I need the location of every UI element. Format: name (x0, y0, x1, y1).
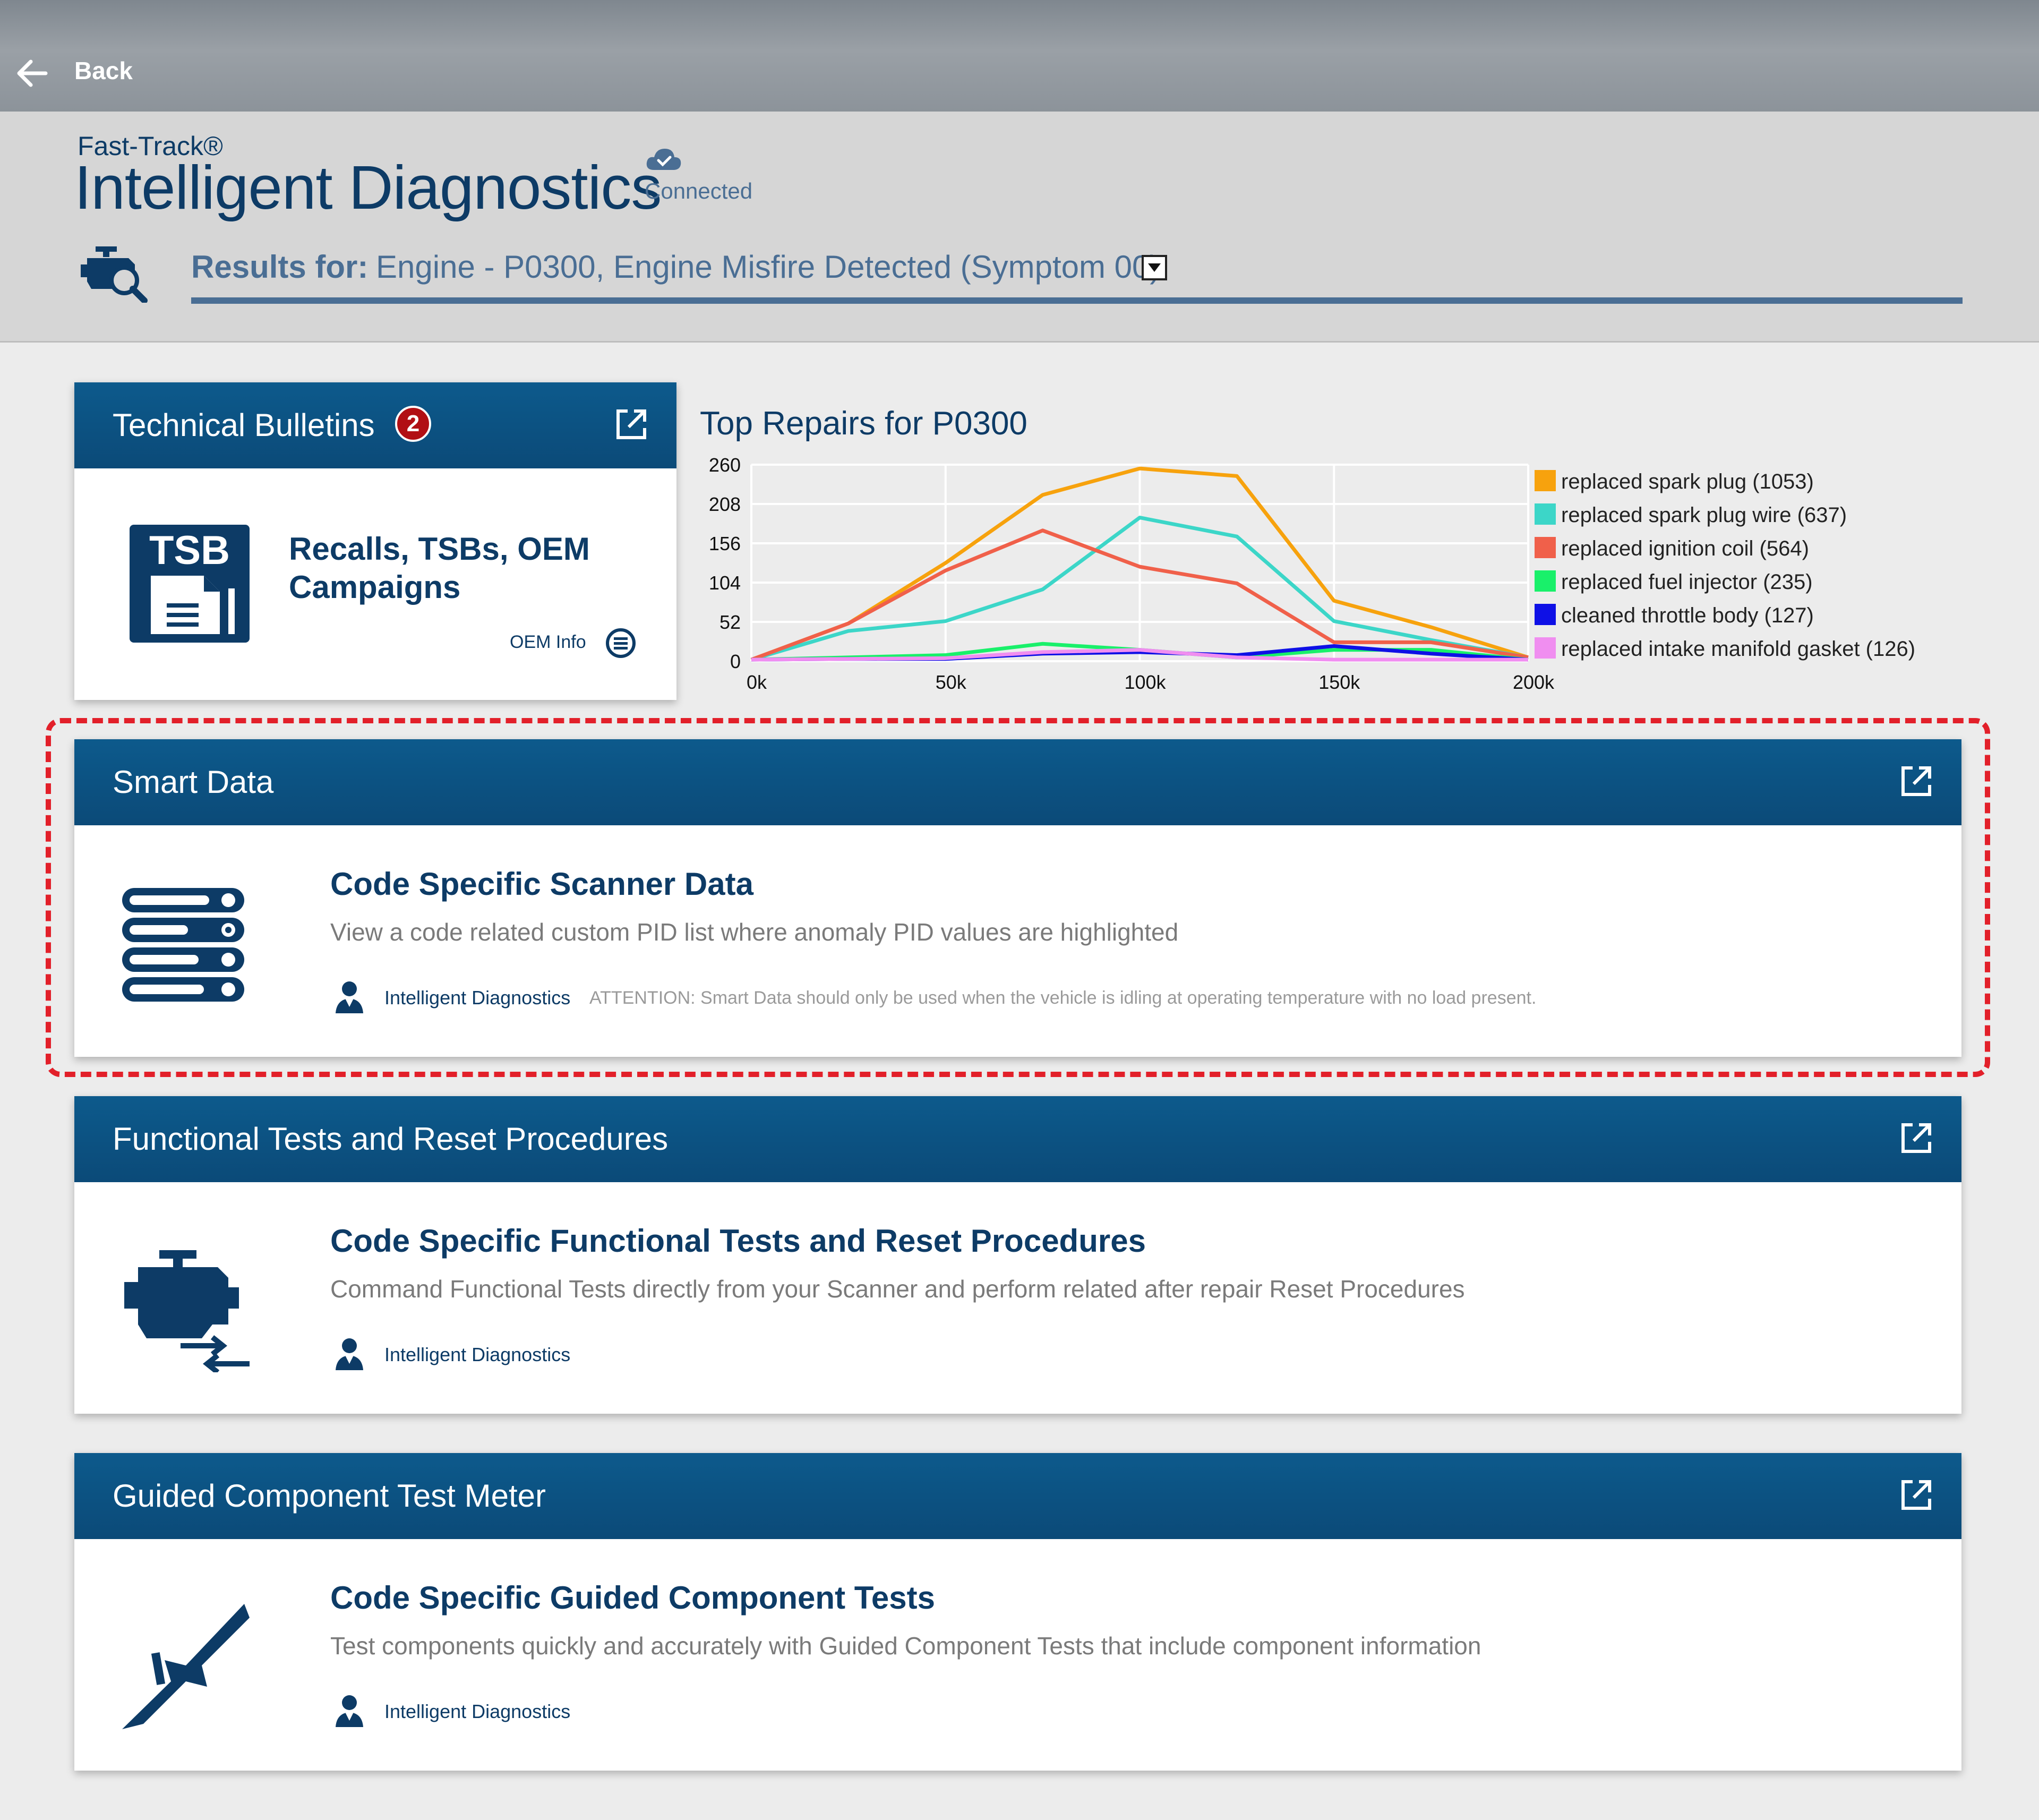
legend-label: replaced spark plug (1053) (1561, 470, 1814, 493)
expand-icon[interactable] (1901, 1480, 1932, 1510)
technical-bulletins-title: Technical Bulletins (113, 407, 375, 443)
x-tick-label: 0k (747, 671, 767, 693)
smart-data-title: Smart Data (113, 764, 274, 800)
legend-swatch (1535, 604, 1556, 625)
smart-data-highlight (46, 718, 1990, 1077)
guided-tests-description: Test components quickly and accurately w… (330, 1632, 1481, 1660)
scanner-data-description: View a code related custom PID list wher… (330, 918, 1179, 946)
back-arrow-icon[interactable] (16, 59, 48, 87)
scanner-data-heading[interactable]: Code Specific Scanner Data (330, 866, 753, 902)
series-line (751, 516, 1529, 662)
chevron-down-icon[interactable] (1142, 255, 1167, 280)
brand-title: Intelligent Diagnostics (74, 153, 662, 222)
legend-swatch (1535, 570, 1556, 592)
oem-info-link[interactable]: OEM Info (510, 632, 586, 652)
series-line (750, 466, 1529, 662)
legend-swatch (1535, 637, 1556, 659)
y-tick-label: 104 (709, 572, 741, 594)
brand-subtitle: Fast-Track® (78, 131, 223, 161)
header: Fast-Track® Intelligent Diagnostics Conn… (0, 112, 2039, 343)
results-label: Results for: (191, 249, 369, 285)
expand-icon[interactable] (1901, 1123, 1932, 1153)
y-tick-label: 260 (709, 454, 741, 476)
tsb-icon-label: TSB (149, 528, 230, 573)
legend-label: replaced fuel injector (235) (1561, 570, 1813, 594)
list-menu-icon[interactable] (605, 628, 636, 659)
functional-tests-heading[interactable]: Code Specific Functional Tests and Reset… (330, 1223, 1146, 1259)
test-probe-icon (122, 1604, 250, 1729)
attention-note: ATTENTION: Smart Data should only be use… (589, 988, 1537, 1008)
technician-icon (336, 981, 363, 1013)
legend-swatch (1535, 503, 1556, 525)
technician-icon (336, 1695, 363, 1727)
smart-data-card[interactable]: Smart Data Code Specific Scanner Data Vi… (74, 739, 1961, 1057)
technical-bulletins-header: Technical Bulletins 2 (74, 382, 676, 468)
bulletin-count-badge: 2 (395, 406, 431, 442)
connection-status: Connected (645, 178, 753, 203)
legend-label: replaced intake manifold gasket (126) (1561, 637, 1915, 661)
engine-arrows-icon (124, 1250, 250, 1372)
functional-tests-card[interactable]: Functional Tests and Reset Procedures Co… (74, 1096, 1961, 1414)
top-bar: Back (0, 0, 2039, 112)
legend-label: cleaned throttle body (127) (1561, 604, 1814, 627)
back-button[interactable]: Back (74, 57, 133, 84)
functional-tests-title: Functional Tests and Reset Procedures (113, 1121, 669, 1157)
results-underline (191, 297, 1963, 304)
series-line (751, 648, 1528, 662)
guided-component-title: Guided Component Test Meter (113, 1478, 546, 1514)
intelligent-diagnostics-label: Intelligent Diagnostics (384, 987, 571, 1009)
y-tick-label: 0 (730, 651, 741, 672)
legend-label: replaced spark plug wire (637) (1561, 503, 1847, 527)
y-tick-label: 156 (709, 533, 741, 554)
expand-icon[interactable] (616, 409, 647, 440)
guided-component-header: Guided Component Test Meter (74, 1453, 1961, 1539)
top-repairs-chart: 0 52 104 156 208 260 0k 50k 100k 150k 200k replace… (709, 454, 1915, 693)
intelligent-diagnostics-label: Intelligent Diagnostics (384, 1701, 571, 1722)
guided-component-card[interactable]: Guided Component Test Meter Code Specifi… (74, 1453, 1961, 1771)
y-tick-label: 52 (719, 611, 741, 633)
functional-tests-description: Command Functional Tests directly from y… (330, 1275, 1465, 1303)
legend-swatch (1535, 537, 1556, 558)
cloud-check-icon (646, 149, 681, 170)
engine-search-icon (81, 246, 148, 303)
smart-data-header: Smart Data (74, 739, 1961, 825)
chart-title: Top Repairs for P0300 (700, 405, 1027, 442)
functional-tests-header: Functional Tests and Reset Procedures (74, 1096, 1961, 1182)
y-tick-label: 208 (709, 493, 741, 515)
x-tick-label: 200k (1513, 671, 1555, 693)
recalls-heading: Recalls, TSBs, OEM Campaigns (289, 531, 590, 605)
technical-bulletins-card[interactable]: Technical Bulletins 2 TSB Recalls, TSBs,… (74, 382, 676, 700)
series-line (750, 528, 1529, 662)
x-tick-label: 150k (1318, 671, 1360, 693)
expand-icon[interactable] (1901, 766, 1932, 797)
guided-tests-heading[interactable]: Code Specific Guided Component Tests (330, 1580, 936, 1616)
intelligent-diagnostics-label: Intelligent Diagnostics (384, 1344, 571, 1365)
legend-swatch (1535, 470, 1556, 491)
scanner-data-icon (122, 888, 244, 1002)
x-tick-label: 50k (936, 671, 967, 693)
results-selector[interactable]: Engine - P0300, Engine Misfire Detected … (376, 249, 1161, 285)
x-tick-label: 100k (1124, 671, 1166, 693)
tsb-document-icon: TSB (130, 525, 250, 643)
legend-label: replaced ignition coil (564) (1561, 537, 1809, 560)
technician-icon (336, 1338, 363, 1370)
